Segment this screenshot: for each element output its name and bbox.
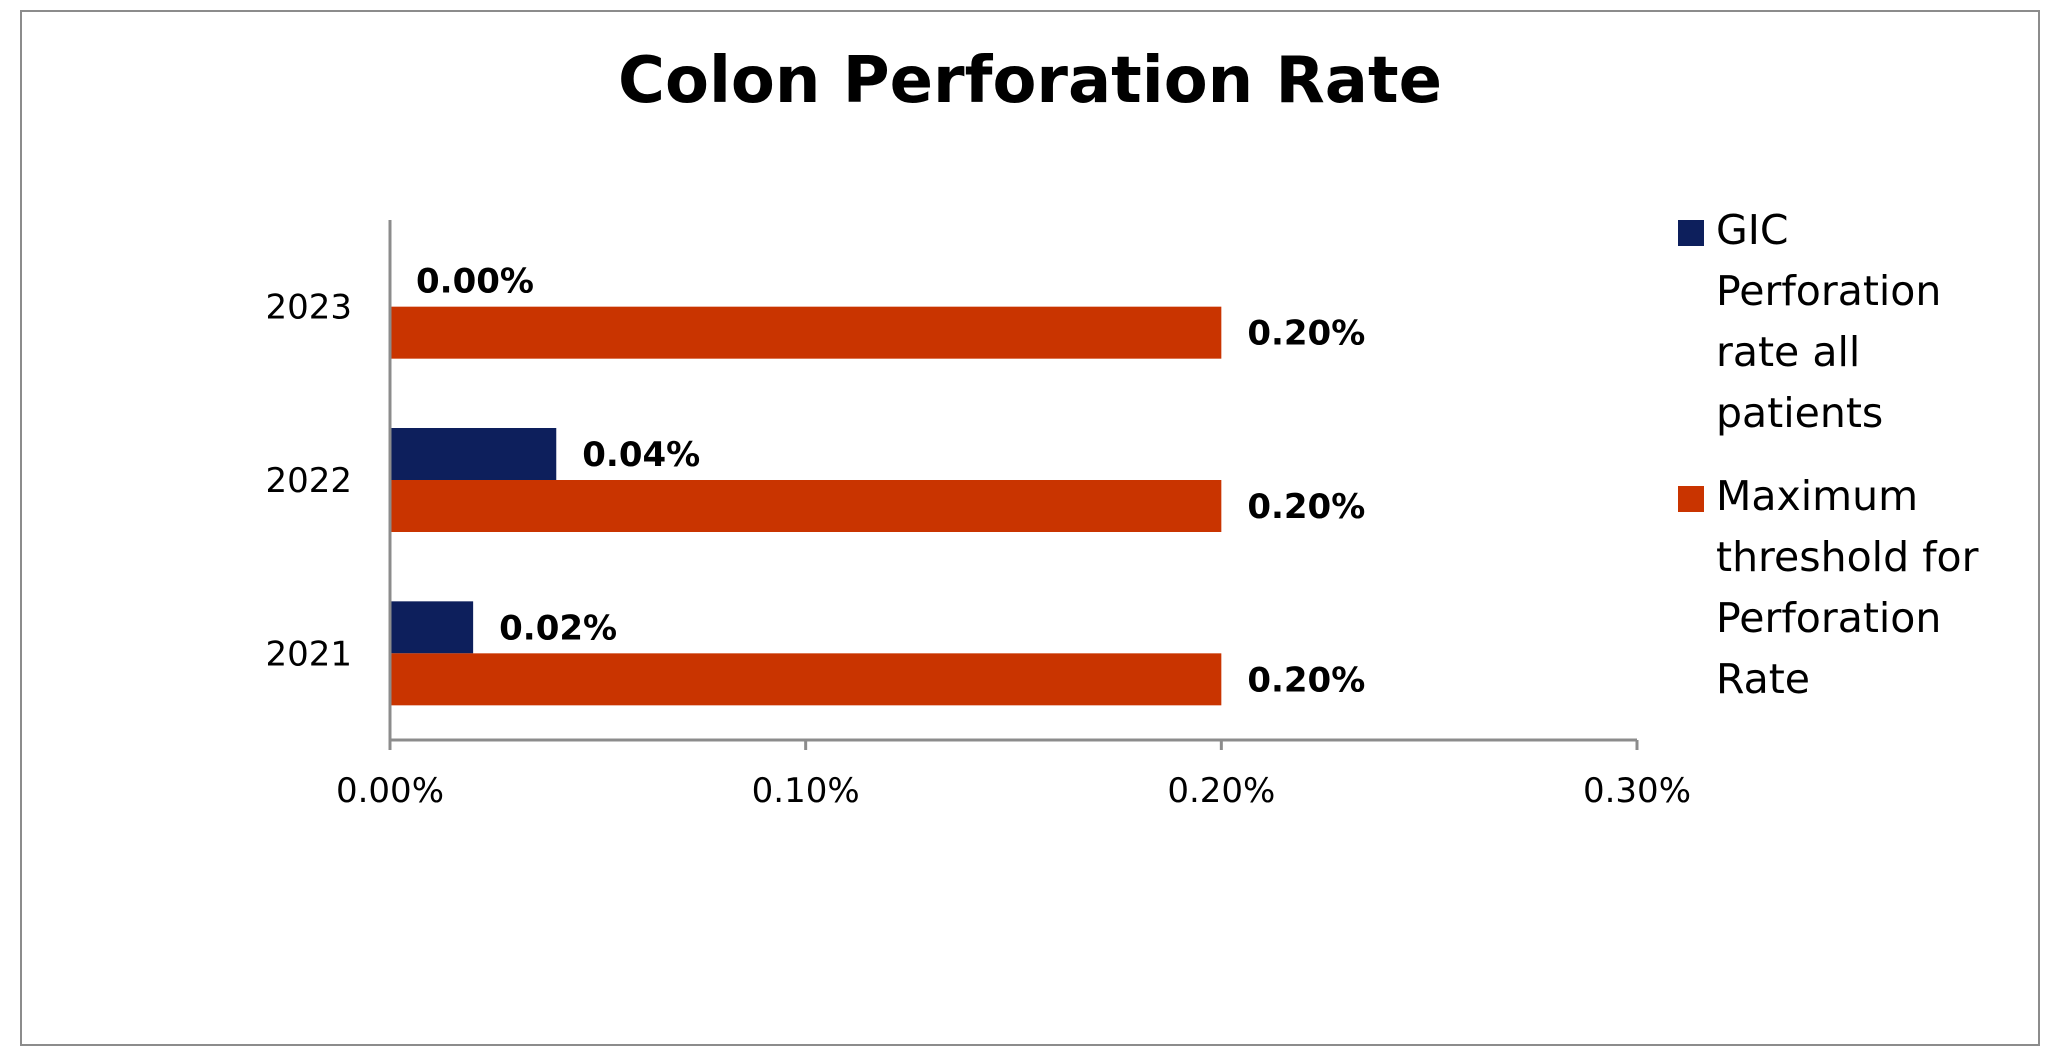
x-tick-label-1: 0.10% (752, 771, 860, 811)
x-tick-label-3: 0.30% (1583, 771, 1691, 811)
data-label-gic-rate-2023: 0.00% (416, 262, 534, 302)
data-label-max-threshold-2022: 0.20% (1247, 487, 1365, 527)
data-label-gic-rate-2021: 0.02% (499, 608, 617, 648)
y-tick-label-2021: 2021 (265, 634, 352, 674)
x-tick-label-0: 0.00% (336, 771, 444, 811)
legend-item-gic-rate: GIC Perforation rate all patients (1678, 200, 2018, 444)
bar-gic-rate-2022 (390, 428, 557, 480)
data-label-max-threshold-2021: 0.20% (1247, 660, 1365, 700)
bar-max-threshold-2022 (390, 480, 1222, 532)
bar-max-threshold-2021 (390, 653, 1222, 706)
bar-gic-rate-2021 (390, 601, 474, 654)
y-tick-label-2023: 2023 (265, 288, 352, 328)
x-tick-label-2: 0.20% (1167, 771, 1275, 811)
legend-swatch-max-threshold (1678, 486, 1704, 512)
legend-label-max-threshold: Maximum threshold for Perforation Rate (1716, 472, 1979, 703)
legend-item-max-threshold: Maximum threshold for Perforation Rate (1678, 466, 2018, 710)
data-label-gic-rate-2022: 0.04% (582, 435, 700, 475)
chart-title: Colon Perforation Rate (618, 44, 1442, 118)
y-tick-label-2022: 2022 (265, 461, 352, 501)
bar-max-threshold-2023 (390, 306, 1222, 359)
legend-swatch-gic-rate (1678, 220, 1704, 246)
chart-legend: GIC Perforation rate all patients Maximum… (1678, 200, 2018, 732)
legend-label-gic-rate: GIC Perforation rate all patients (1716, 206, 1942, 437)
data-label-max-threshold-2023: 0.20% (1247, 314, 1365, 354)
